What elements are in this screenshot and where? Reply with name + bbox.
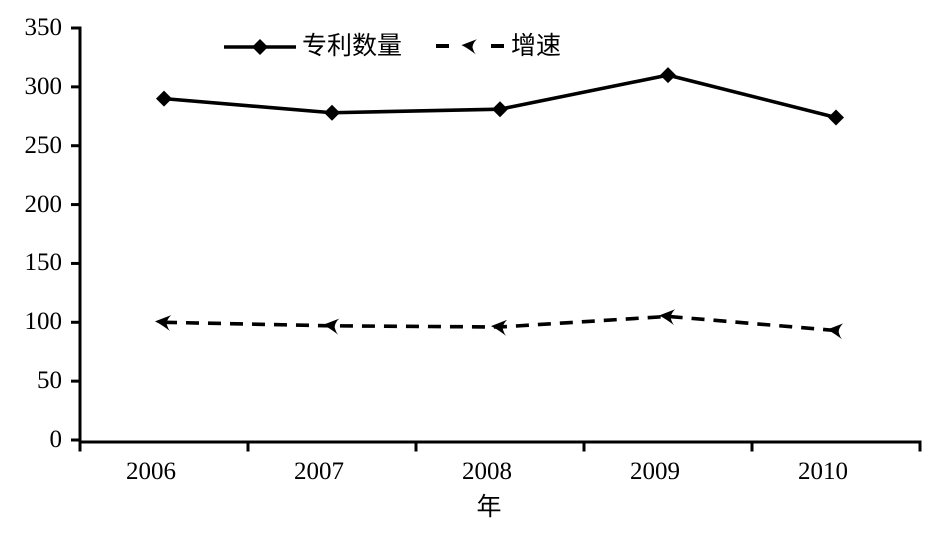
- data-point-diamond-patent-count-2006: [156, 90, 172, 107]
- data-point-triangle-growth-rate-2008: [491, 319, 508, 336]
- data-point-diamond-patent-count-2009: [660, 67, 676, 84]
- legend-item-patent-count: 专利数量: [224, 33, 402, 61]
- dashed-line-triangle-marker-icon: [436, 39, 505, 55]
- data-point-triangle-growth-rate-2006: [155, 315, 172, 332]
- x-tick-label-2009: 2009: [630, 458, 680, 485]
- solid-line-diamond-marker-icon: [224, 39, 296, 55]
- x-tick-label-2010: 2010: [798, 458, 848, 485]
- legend-label-patent-count: 专利数量: [302, 33, 403, 60]
- y-tick-label-350: 350: [24, 14, 63, 41]
- legend-label-growth-rate: 增速: [511, 33, 562, 60]
- data-point-triangle-growth-rate-2007: [323, 318, 340, 335]
- data-point-triangle-growth-rate-2010: [827, 323, 844, 340]
- x-tick-label-2007: 2007: [294, 458, 344, 485]
- data-point-diamond-patent-count-2008: [492, 101, 508, 118]
- data-point-triangle-growth-rate-2009: [659, 309, 676, 326]
- legend-item-growth-rate: 增速: [435, 33, 561, 61]
- y-tick-label-300: 300: [24, 72, 63, 100]
- y-tick-label-150: 150: [24, 249, 63, 277]
- data-point-diamond-patent-count-2007: [324, 104, 340, 121]
- x-tick-label-2006: 2006: [126, 458, 176, 485]
- chart-legend: 专利数量 增速: [224, 33, 561, 61]
- y-tick-label-200: 200: [24, 190, 63, 218]
- y-tick-label-50: 50: [37, 367, 62, 395]
- y-tick-label-0: 0: [49, 426, 63, 453]
- x-tick-label-2008: 2008: [462, 458, 512, 485]
- data-point-diamond-patent-count-2010: [828, 109, 844, 126]
- y-tick-label-250: 250: [24, 131, 63, 159]
- x-axis-title: 年: [476, 494, 502, 521]
- y-tick-label-100: 100: [24, 308, 63, 336]
